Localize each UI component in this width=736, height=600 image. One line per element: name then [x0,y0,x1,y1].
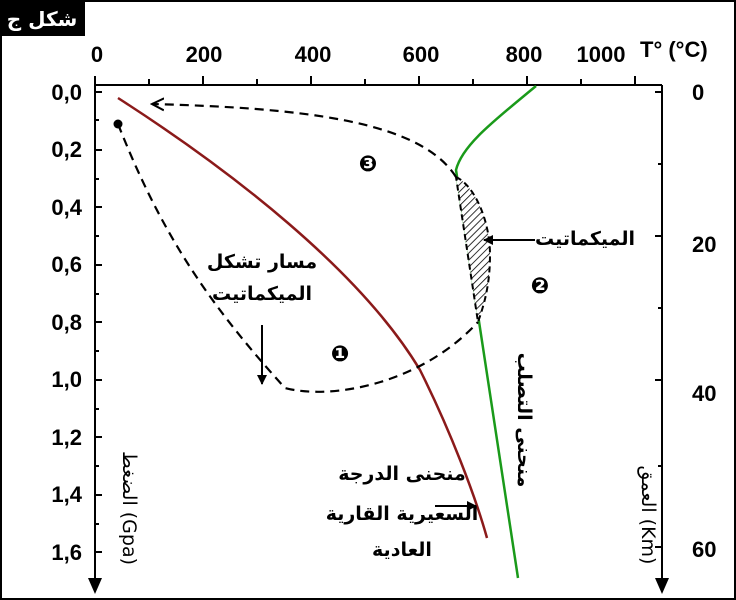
solidus-curve [454,85,537,579]
migmatite-path-label-line1: مسار تشكل [207,251,317,273]
path-start-point [113,119,123,129]
pressure-tick-1-6: 1,6 [51,540,82,565]
pressure-tick-0-0: 0,0 [51,80,82,105]
temperature-axis-label: T° (°C) [640,37,708,62]
pressure-tick-0-8: 0,8 [51,310,82,335]
stage-3-marker: ❸ [359,152,378,177]
pressure-tick-1-0: 1,0 [51,367,82,392]
pressure-axis-arrow [88,578,102,594]
temp-tick-200: 200 [186,42,223,67]
stage-1-marker: ❶ [331,342,350,367]
depth-tick-40: 40 [692,381,716,406]
pressure-tick-marks [95,91,102,553]
depth-tick-0: 0 [692,80,704,105]
pressure-tick-1-2: 1,2 [51,425,82,450]
geotherm-label-line3: العادية [372,539,432,561]
geotherm-curve [117,96,489,539]
migmatite-path-upper [152,104,457,178]
migmatite-zone [454,175,492,323]
pressure-tick-0-6: 0,6 [51,252,82,277]
depth-axis-arrow [655,578,669,594]
temp-tick-400: 400 [295,42,332,67]
temperature-tick-marks [94,76,636,85]
depth-tick-marks [655,91,662,548]
migmatite-label: الميكماتيت [535,228,635,250]
figure-label: شكل ج [7,7,78,31]
geotherm-label-line2: السعيرية القارية [326,503,479,525]
depth-axis-title: العمق (Km) [637,466,659,565]
solidus-curve-label: منحنى التصلب [513,353,535,488]
migmatite-path-label-line2: الميكماتيت [212,283,312,305]
depth-tick-60: 60 [692,537,716,562]
pressure-tick-0-4: 0,4 [51,195,82,220]
temp-tick-600: 600 [403,42,440,67]
pressure-axis-title: الضغط (Gpa) [118,451,140,565]
figure-label-box [0,0,85,36]
migmatite-path-lower [116,123,479,393]
temp-tick-0: 0 [91,42,103,67]
temp-tick-800: 800 [506,42,543,67]
stage-2-marker: ❷ [531,274,550,299]
pressure-tick-0-2: 0,2 [51,137,82,162]
depth-tick-20: 20 [692,232,716,257]
pressure-tick-1-4: 1,4 [51,482,82,507]
geotherm-label-line1: منحنى الدرجة [338,463,466,485]
temp-tick-1000: 1000 [577,42,626,67]
